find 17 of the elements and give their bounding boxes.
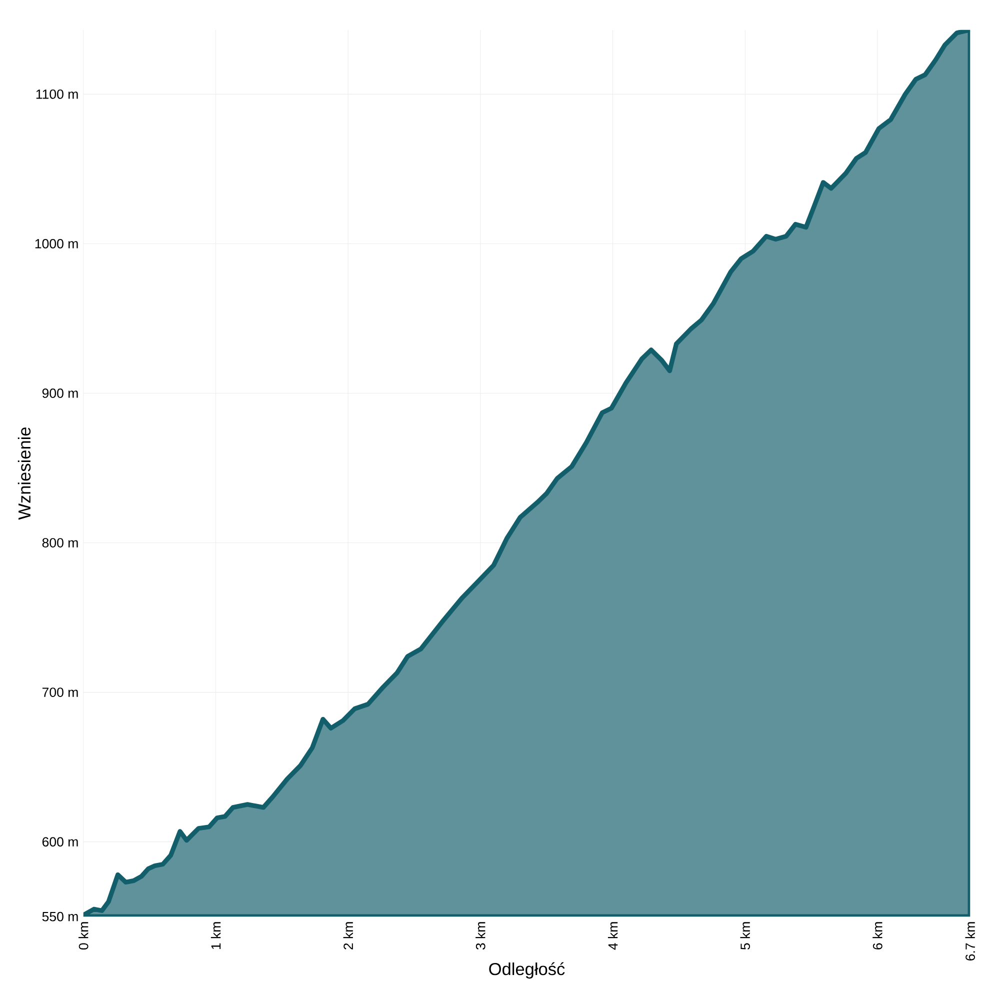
x-tick-label: 6 km <box>872 922 882 950</box>
x-axis-title: Odległość <box>489 962 565 978</box>
y-tick-label: 550 m <box>42 912 78 922</box>
y-tick-label: 1100 m <box>36 89 78 99</box>
x-tick-label: 4 km <box>608 922 618 950</box>
y-tick-label: 700 m <box>42 687 78 697</box>
x-tick-label: 3 km <box>476 922 486 950</box>
y-tick-label: 900 m <box>42 388 78 398</box>
x-tick-label: 6.7 km <box>965 922 975 960</box>
x-tick-label: 1 km <box>210 922 221 949</box>
y-tick-label: 600 m <box>42 836 78 846</box>
x-tick-label: 2 km <box>343 922 353 950</box>
x-tick-label: 5 km <box>740 922 750 950</box>
x-tick-label: 0 km <box>78 922 88 950</box>
y-tick-label: 1000 m <box>35 238 78 248</box>
y-tick-label: 800 m <box>42 538 78 548</box>
y-axis-title: Wzniesienie <box>18 427 31 520</box>
